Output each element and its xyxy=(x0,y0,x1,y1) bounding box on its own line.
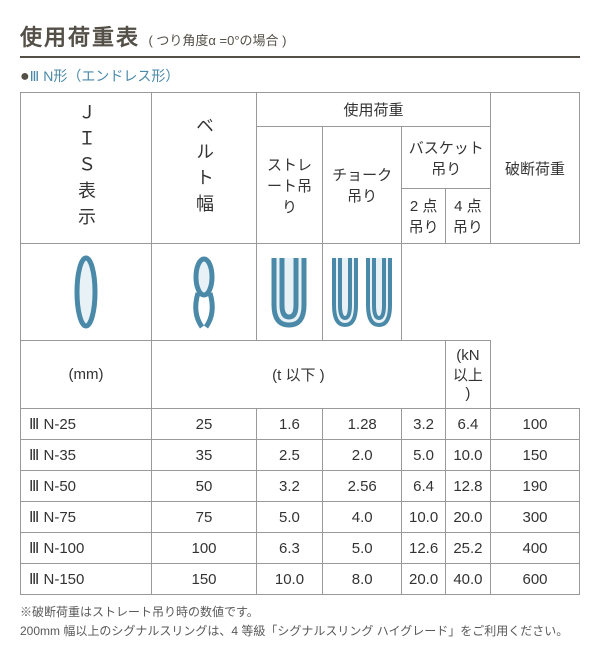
table-row: Ⅲ N-35352.52.05.010.0150 xyxy=(21,440,580,471)
header-load: 使用荷重 xyxy=(257,93,491,127)
unit-t: (t 以下 ) xyxy=(152,341,446,409)
unit-mm: (mm) xyxy=(21,341,152,409)
header-jis: ＪＩＳ表示 xyxy=(21,93,152,244)
unit-kn: (kN 以上 ) xyxy=(445,341,490,409)
basket-4pt-icon xyxy=(322,244,401,341)
page-title: 使用荷重表 ( つり角度α =0°の場合 ) xyxy=(20,20,580,52)
header-break: 破断荷重 xyxy=(491,93,580,244)
header-basket: バスケット吊り xyxy=(402,127,491,189)
basket-2pt-icon xyxy=(257,244,323,341)
choke-icon xyxy=(152,244,257,341)
footnote: ※破断荷重はストレート吊り時の数値です。 200mm 幅以上のシグナルスリングは… xyxy=(20,603,580,641)
header-straight: ストレート吊り xyxy=(257,127,323,244)
header-4pt: 4 点吊り xyxy=(445,189,490,244)
title-divider xyxy=(20,56,580,58)
header-choke: チョーク吊り xyxy=(322,127,401,244)
header-belt: ベルト幅 xyxy=(152,93,257,244)
table-row: Ⅲ N-1001006.35.012.625.2400 xyxy=(21,533,580,564)
header-2pt: 2 点吊り xyxy=(402,189,445,244)
load-table: ＪＩＳ表示 ベルト幅 使用荷重 破断荷重 ストレート吊り チョーク吊り バスケッ… xyxy=(20,92,580,595)
straight-icon xyxy=(21,244,152,341)
table-row: Ⅲ N-15015010.08.020.040.0600 xyxy=(21,564,580,595)
table-row: Ⅲ N-25251.61.283.26.4100 xyxy=(21,409,580,440)
table-row: Ⅲ N-75755.04.010.020.0300 xyxy=(21,502,580,533)
subtitle-line: ●Ⅲ N形（エンドレス形） xyxy=(20,66,580,86)
table-row: Ⅲ N-50503.22.566.412.8190 xyxy=(21,471,580,502)
